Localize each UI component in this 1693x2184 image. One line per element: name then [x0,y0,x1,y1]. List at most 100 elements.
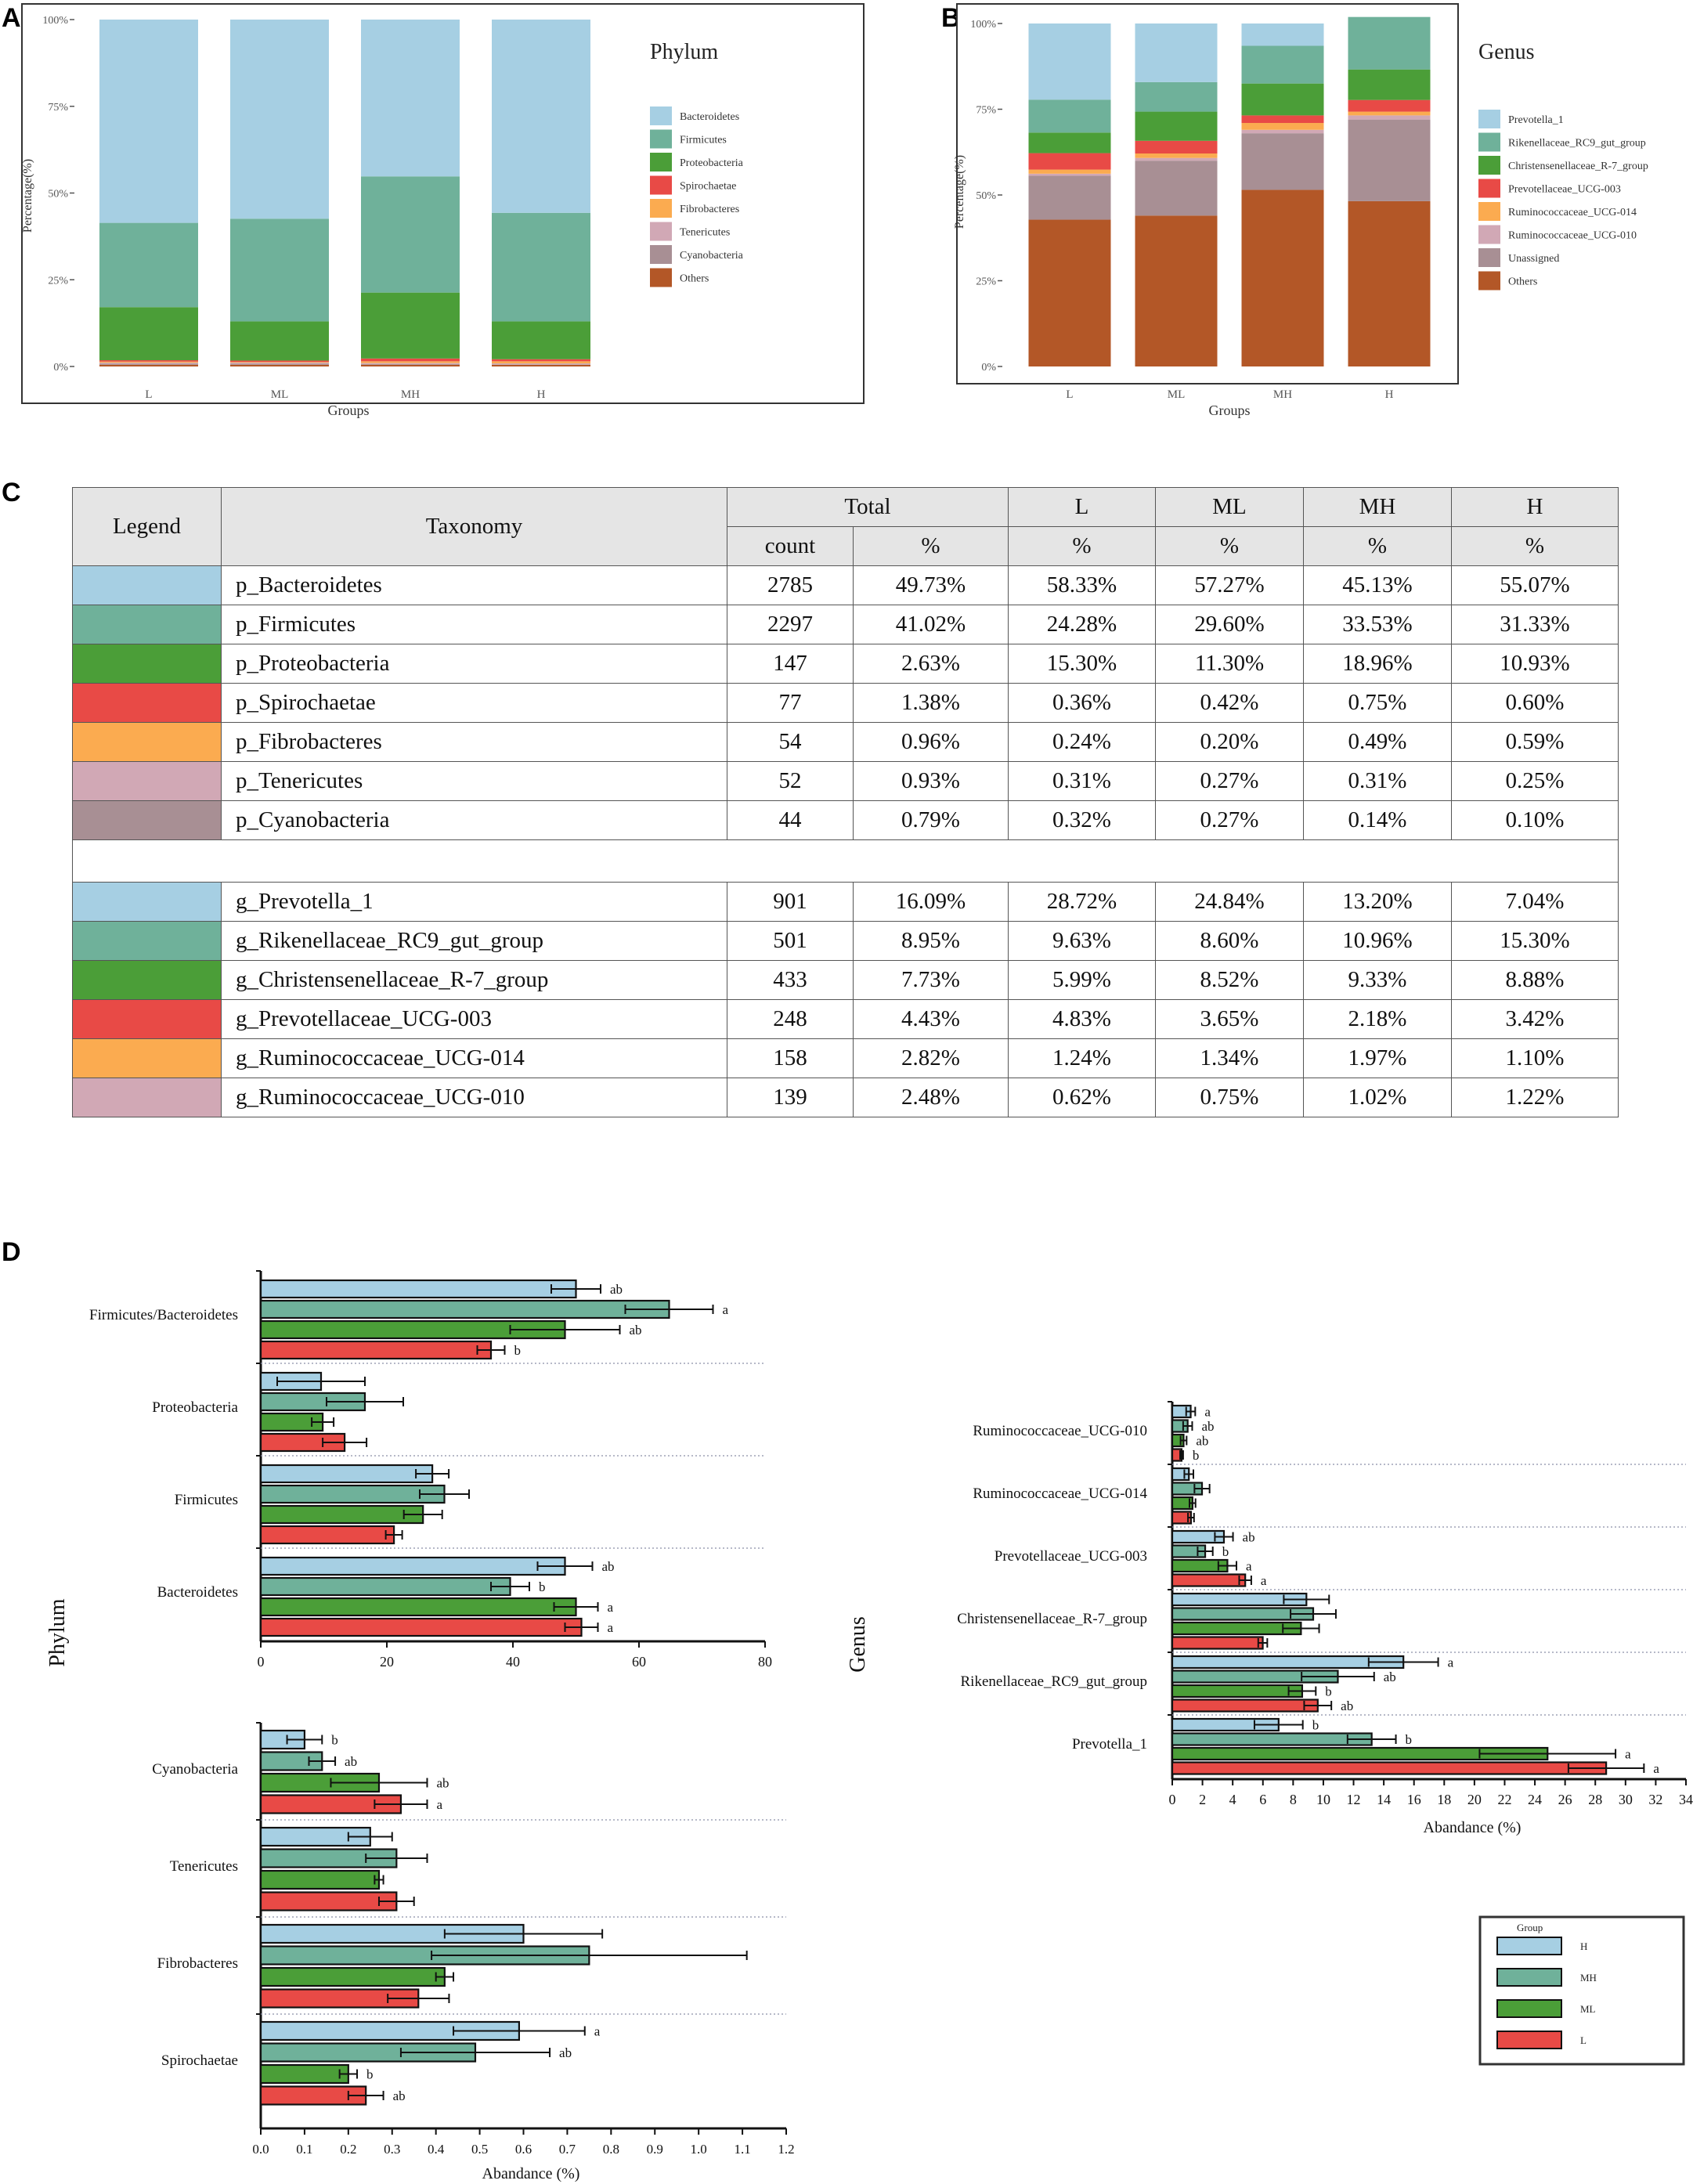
mh-pct-cell: 1.97% [1303,1038,1452,1078]
table-row: p_Tenericutes 52 0.93% 0.31% 0.27% 0.31% 0.25% [72,761,1619,801]
taxonomy-cell: g_Ruminococcaceae_UCG-010 [221,1078,727,1117]
l-pct-cell: 0.24% [1008,722,1156,762]
chart-b-bar-L-Christensenellaceae_R-7_group [1028,132,1111,153]
chart-b-bar-L-Rikenellaceae_RC9_gut_group [1028,99,1111,133]
chart-d1-category-label: Firmicutes [175,1492,238,1508]
legend-swatch [72,761,222,801]
count-cell: 77 [727,683,854,723]
taxonomy-cell: p_Bacteroidetes [221,565,727,605]
chart-a-legend-label: Bacteroidetes [680,111,739,123]
chart-a-legend-label: Cyanobacteria [680,250,744,262]
count-cell: 139 [727,1078,854,1117]
chart-b-bar-ML-Prevotella_1 [1135,23,1218,82]
header-group-h: H [1451,487,1619,527]
count-cell: 2297 [727,605,854,644]
chart-d2-bar-ML [259,1869,381,1890]
total-pct-cell: 0.93% [853,761,1009,801]
l-pct-cell: 9.63% [1008,921,1156,961]
chart-b-bar-L-Prevotellaceae_UCG-003 [1028,153,1111,170]
chart-b-bar-H-Christensenellaceae_R-7_group [1348,69,1431,100]
chart-d2-bar-ML [259,2063,349,2085]
chart-b-bar-MH-Others [1241,190,1324,366]
chart-d3-xtick-label: 12 [1347,1792,1361,1807]
chart-b-ytick-label: 75% [976,105,996,117]
ml-pct-cell: 0.20% [1155,722,1304,762]
group-legend-label: MH [1580,1972,1597,1984]
chart-d3-xtick-label: 2 [1199,1792,1206,1807]
chart-d2-xtick-label: 0.7 [559,2142,576,2157]
table-row: g_Prevotella_1 901 16.09% 28.72% 24.84% 13.20… [72,882,1619,922]
chart-d1-significance-letter: a [723,1302,729,1317]
ml-pct-cell: 0.75% [1155,1078,1304,1117]
chart-d3-significance-letter: b [1312,1718,1319,1733]
chart-a-legend-swatch [650,153,672,171]
chart-b-xtick-label: L [1066,388,1073,401]
chart-d2-xtick-label: 0.1 [296,2142,312,2157]
chart-b-bar-L-Others [1028,219,1111,366]
count-cell: 54 [727,722,854,762]
chart-a-legend-swatch [650,268,672,287]
chart-d3-xtick-label: 14 [1377,1792,1391,1807]
table-row: p_Bacteroidetes 2785 49.73% 58.33% 57.27% 45.… [72,565,1619,605]
chart-b-legend-label: Unassigned [1508,253,1559,265]
chart-d3-significance-letter: ab [1341,1698,1353,1713]
taxonomy-cell: g_Ruminococcaceae_UCG-014 [221,1038,727,1078]
h-pct-cell: 8.88% [1451,960,1619,1000]
chart-b-bar-MH-Unassigned [1241,133,1324,190]
legend-swatch [72,683,222,723]
taxonomy-cell: p_Proteobacteria [221,644,727,684]
taxonomy-cell: p_Firmicutes [221,605,727,644]
chart-d3-bar-L [1171,1636,1264,1650]
chart-d2-bar-ML [259,1966,446,1987]
header-h-pct: % [1451,526,1619,566]
chart-a-xtick-label: MH [401,388,420,401]
chart-b-legend-label: Christensenellaceae_R-7_group [1508,161,1648,172]
stacked-bar-chart-genus: Genus Groups Percentage(%) 0% 25% 50% 75% 10… [953,3,1648,418]
chart-b-bar-MH-Ruminococcaceae_UCG-010 [1241,129,1324,134]
chart-b-legend-label: Rikenellaceae_RC9_gut_group [1508,138,1646,150]
chart-d1-bar-ML [259,1504,424,1525]
chart-d2-significance-letter: a [594,2024,601,2039]
chart-d2-significance-letter: b [331,1733,338,1748]
chart-d2-xtick-label: 0.8 [603,2142,619,2157]
group-legend-label: L [1580,2034,1587,2046]
chart-a-ytick-label: 25% [48,275,68,287]
chart-b-bar-L-Ruminococcaceae_UCG-010 [1028,173,1111,176]
taxonomy-cell: g_Prevotellaceae_UCG-003 [221,999,727,1039]
chart-d1-significance-letter: ab [610,1282,623,1297]
chart-a-legend-swatch [650,129,672,149]
chart-b-bar-ML-Ruminococcaceae_UCG-010 [1135,157,1218,161]
chart-a-bar-ML-Spirochaetae [230,360,329,363]
ml-pct-cell: 8.52% [1155,960,1304,1000]
chart-d3-significance-letter: ab [1384,1670,1396,1684]
chart-d1-ylabel: Phylum [45,1598,70,1666]
ml-pct-cell: 11.30% [1155,644,1304,684]
chart-a-bar-MH-Spirochaetae [361,358,460,362]
legend-swatch [72,882,222,922]
chart-a-bar-H-Firmicutes [492,212,590,322]
chart-b-bar-ML-Unassigned [1135,161,1218,216]
l-pct-cell: 4.83% [1008,999,1156,1039]
table-row: g_Christensenellaceae_R-7_group 433 7.73% 5… [72,960,1619,1000]
chart-d3-ylabel: Genus [846,1616,870,1673]
chart-a-bar-ML-Fibrobacteres [230,362,329,363]
chart-d1-significance-letter: a [608,1600,614,1615]
chart-d3-significance-letter: ab [1196,1434,1208,1449]
chart-a-ytick-label: 0% [53,362,68,374]
chart-d2-xtick-label: 1.0 [691,2142,707,2157]
mh-pct-cell: 33.53% [1303,605,1452,644]
chart-d3-category-label: Christensenellaceae_R-7_group [957,1611,1147,1627]
chart-d3-xtick-label: 34 [1679,1792,1693,1807]
chart-d3-xlabel: Abandance (%) [1424,1819,1522,1836]
legend-swatch [72,644,222,684]
chart-d3-significance-letter: a [1625,1747,1631,1762]
chart-b-bar-MH-Christensenellaceae_R-7_group [1241,83,1324,116]
legend-swatch [72,1038,222,1078]
header-total: Total [727,487,1009,527]
chart-d3-bar-L [1171,1698,1319,1713]
legend-swatch [72,921,222,961]
count-cell: 147 [727,644,854,684]
chart-d3-significance-letter: b [1325,1684,1332,1699]
total-pct-cell: 41.02% [853,605,1009,644]
